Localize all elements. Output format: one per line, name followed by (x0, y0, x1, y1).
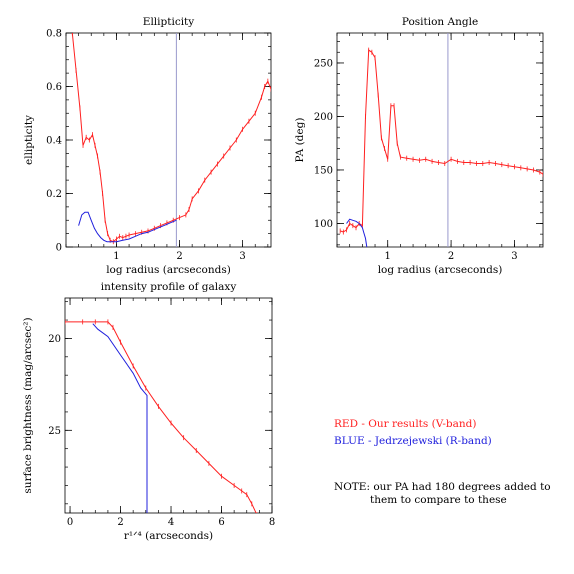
series-line-blue (78, 211, 177, 243)
x-tick-label: 4 (168, 517, 174, 528)
series-line-red (340, 49, 543, 233)
note-line-2: them to compare to these (370, 494, 507, 506)
x-axis-label: log radius (arcseconds) (106, 264, 231, 276)
x-tick-label: 3 (239, 251, 245, 262)
chart-panel-1: Position Angle 1 2 3 100 150 200 250 log radius … (294, 16, 544, 276)
x-tick-label: 1 (385, 251, 391, 262)
x-axis-label: log radius (arcseconds) (378, 264, 503, 276)
plot-frame (65, 32, 272, 248)
y-tick-label: 100 (314, 219, 333, 230)
series-line-red (65, 321, 257, 513)
y-tick-label: 150 (314, 165, 333, 176)
chart-title: Ellipticity (143, 16, 194, 28)
y-tick-label: 250 (314, 58, 333, 69)
x-tick-label: 0 (67, 517, 73, 528)
chart-title: Position Angle (402, 16, 478, 28)
y-axis-label: surface brightness (mag/arcsec²) (22, 317, 34, 493)
y-axis-label: PA (deg) (294, 118, 306, 163)
chart-panel-2: intensity profile of galaxy 0 2 4 6 8 20 25 r¹ᐟ⁴… (22, 281, 275, 542)
series-line-red (71, 33, 271, 243)
y-tick-label: 0.6 (46, 82, 62, 93)
x-tick-label: 2 (448, 251, 454, 262)
x-tick-label: 2 (117, 517, 123, 528)
y-tick-label: 0 (56, 243, 62, 254)
x-tick-label: 3 (511, 251, 517, 262)
x-tick-label: 2 (176, 251, 182, 262)
series-line-blue (346, 218, 368, 247)
plot-frame (64, 297, 273, 514)
y-tick-label: 25 (48, 426, 61, 437)
y-axis-label: ellipticity (23, 115, 35, 165)
series-line-blue (92, 323, 148, 513)
y-tick-label: 20 (48, 334, 61, 345)
y-tick-label: 0.8 (46, 29, 62, 40)
x-tick-label: 6 (218, 517, 224, 528)
note-line-1: NOTE: our PA had 180 degrees added to (334, 481, 551, 493)
y-tick-label: 200 (314, 112, 333, 123)
plot-frame (336, 32, 544, 248)
x-tick-label: 8 (269, 517, 275, 528)
y-tick-label: 0.4 (46, 136, 62, 147)
x-tick-label: 1 (113, 251, 119, 262)
y-tick-label: 0.2 (46, 189, 62, 200)
chart-title: intensity profile of galaxy (101, 281, 237, 293)
chart-panel-0: Ellipticity 1 2 3 0 0.2 0.4 0.6 0.8 log radius (a… (23, 16, 272, 276)
x-axis-label: r¹ᐟ⁴ (arcseconds) (124, 530, 213, 542)
legend-red-text: RED - Our results (V-band) (334, 418, 477, 430)
legend-blue-text: BLUE - Jedrzejewski (R-band) (334, 435, 492, 447)
